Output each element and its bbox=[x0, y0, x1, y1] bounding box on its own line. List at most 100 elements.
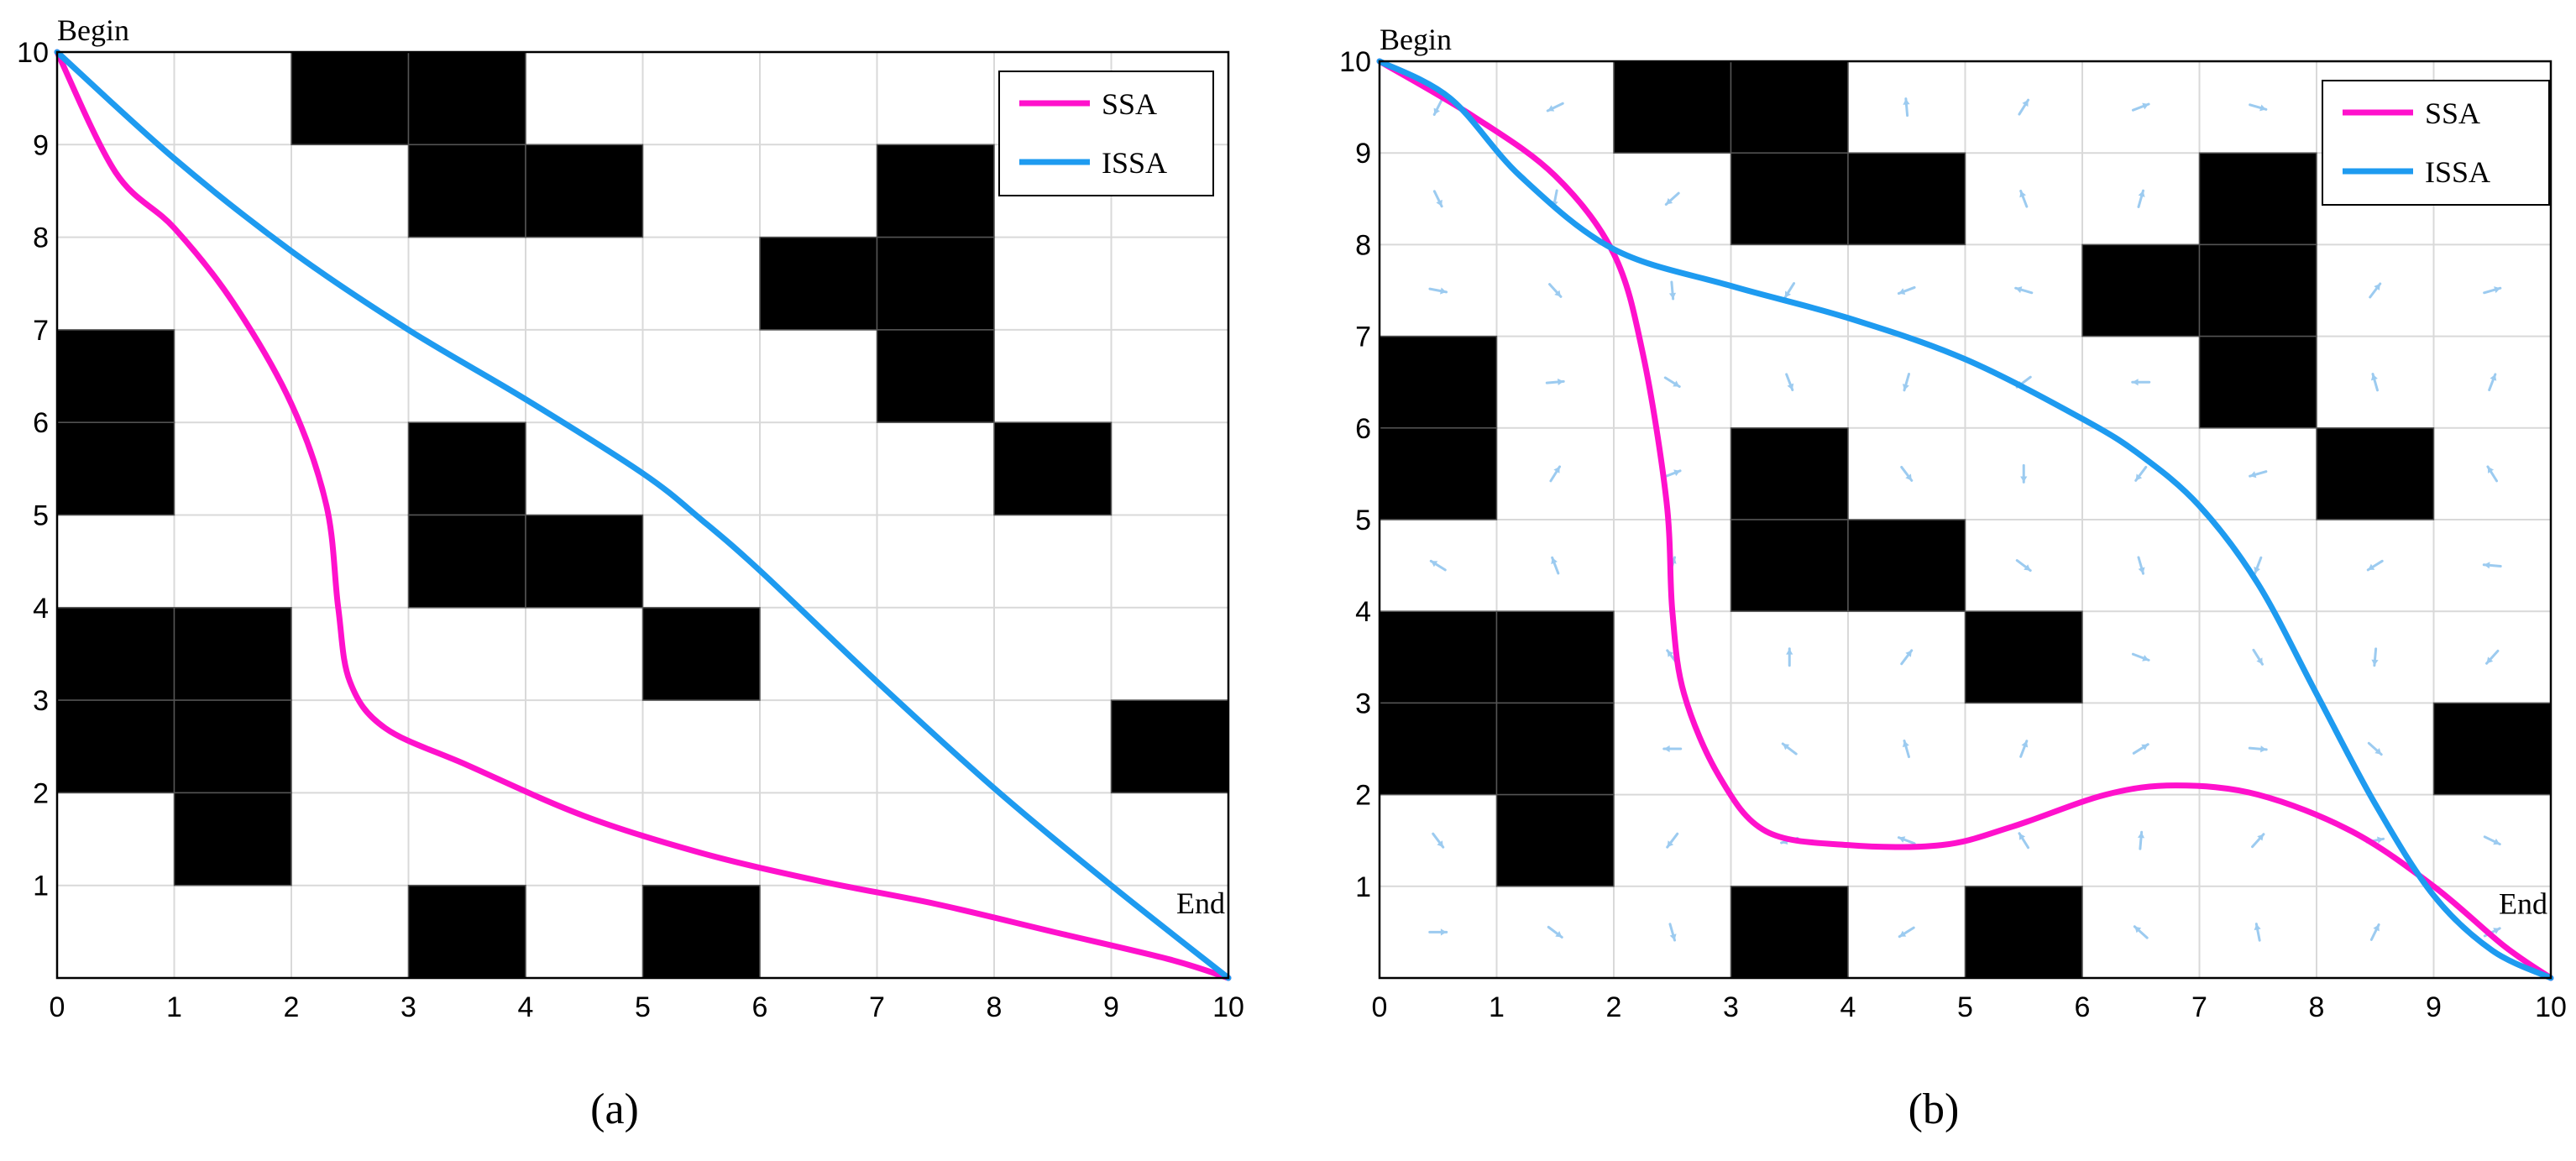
obstacle-cell bbox=[407, 421, 526, 516]
obstacle-cell bbox=[1730, 60, 1849, 154]
obstacle-cell bbox=[525, 144, 644, 238]
obstacle-cell bbox=[2081, 243, 2201, 337]
y-tick-label: 9 bbox=[1355, 138, 1371, 170]
flow-arrow-head bbox=[1433, 107, 1440, 115]
flow-arrow-head bbox=[2137, 832, 2145, 839]
obstacle-cell bbox=[1730, 886, 1849, 979]
flow-arrow-head bbox=[2141, 744, 2149, 750]
legend-label-issa: ISSA bbox=[1102, 146, 1167, 180]
panel-b: 0 1 2 3 4 5 6 7 8 9 10 1 2 3 4 5 6 7 8 9 10 Begin End SSA ISSA (b… bbox=[1339, 23, 2567, 1133]
y-tick-label: 3 bbox=[33, 685, 49, 717]
x-tick-label: 10 bbox=[2535, 991, 2567, 1023]
obstacle-cell bbox=[56, 699, 175, 794]
obstacle-cell bbox=[641, 607, 761, 701]
obstacle-cell bbox=[1730, 519, 1849, 612]
flow-arrow-head bbox=[2018, 833, 2026, 840]
flow-arrow-head bbox=[2024, 564, 2031, 571]
flow-arrow-head bbox=[1551, 557, 1558, 565]
flow-arrow-head bbox=[1431, 561, 1438, 567]
obstacle-cell bbox=[2198, 243, 2317, 337]
flow-arrow-head bbox=[2015, 286, 2023, 294]
flow-arrow-head bbox=[2260, 745, 2267, 753]
flow-arrow-head bbox=[2370, 374, 2378, 381]
flow-arrow-head bbox=[2490, 374, 2497, 381]
panel-label: (b) bbox=[1908, 1085, 1960, 1133]
y-tick-label: 10 bbox=[17, 37, 49, 69]
obstacle-cell bbox=[2316, 427, 2435, 520]
flow-arrow-head bbox=[2132, 379, 2139, 386]
flow-arrow-head bbox=[1787, 383, 1794, 390]
legend-label-ssa: SSA bbox=[2425, 97, 2480, 130]
obstacle-cell bbox=[876, 144, 995, 238]
x-tick-label: 6 bbox=[752, 991, 768, 1023]
x-tick-label: 0 bbox=[50, 991, 65, 1023]
end-annotation: End bbox=[2499, 887, 2547, 921]
flow-arrow-head bbox=[2019, 191, 2026, 198]
flow-arrow-head bbox=[1902, 740, 1909, 748]
flow-arrow-head bbox=[1673, 469, 1681, 477]
flow-arrow-head bbox=[2254, 567, 2260, 573]
obstacle-cell bbox=[407, 884, 526, 979]
flow-arrow-head bbox=[1553, 466, 1560, 473]
legend-label-issa: ISSA bbox=[2425, 155, 2490, 189]
flow-arrow-head bbox=[2256, 657, 2263, 665]
begin-annotation: Begin bbox=[57, 13, 129, 47]
flow-arrow-head bbox=[2138, 191, 2145, 197]
flow-arrow-head bbox=[1547, 105, 1555, 112]
flow-arrow-head bbox=[1663, 745, 1670, 753]
obstacle-cell bbox=[876, 329, 995, 423]
obstacle-cell bbox=[1379, 610, 1498, 704]
y-tick-label: 1 bbox=[33, 871, 49, 902]
flow-arrow-head bbox=[1437, 840, 1443, 848]
begin-annotation: Begin bbox=[1380, 23, 1452, 56]
obstacle-cell bbox=[525, 514, 644, 609]
x-tick-label: 0 bbox=[1372, 991, 1388, 1023]
flow-arrow-head bbox=[2020, 476, 2028, 483]
flow-arrow-head bbox=[2493, 928, 2500, 934]
flow-arrow-head bbox=[2142, 102, 2149, 110]
obstacle-cell bbox=[407, 144, 526, 238]
y-tick-label: 9 bbox=[33, 129, 49, 161]
flow-arrow-head bbox=[1902, 384, 1909, 390]
y-tick-label: 7 bbox=[33, 315, 49, 347]
series-line-issa bbox=[54, 49, 1232, 981]
obstacle-cell bbox=[407, 51, 526, 146]
flow-arrow-head bbox=[1667, 650, 1674, 657]
obstacle-cell bbox=[173, 607, 292, 701]
axes-frame bbox=[1378, 60, 2552, 980]
obstacle-cell bbox=[1495, 702, 1615, 796]
axes-frame bbox=[55, 50, 1230, 980]
obstacle-cell bbox=[993, 421, 1113, 516]
obstacle-cell bbox=[56, 421, 175, 516]
flow-arrow-head bbox=[1784, 290, 1792, 298]
obstacle-cell bbox=[1379, 427, 1498, 520]
flow-arrow-head bbox=[2374, 748, 2382, 755]
flow-arrow-head bbox=[2134, 926, 2142, 934]
flow-arrow-head bbox=[2249, 471, 2257, 479]
flow-arrow-head bbox=[1898, 836, 1906, 843]
obstacle-cell bbox=[1495, 610, 1615, 704]
y-tick-label: 5 bbox=[1355, 505, 1371, 536]
obstacle-cell bbox=[1379, 335, 1498, 429]
obstacle-cell bbox=[2198, 152, 2317, 246]
panel-a: 0 1 2 3 4 5 6 7 8 9 1012345678910BeginEndSSAISSA(a… bbox=[17, 13, 1244, 1133]
y-tick-label: 5 bbox=[33, 500, 49, 532]
obstacle-cell bbox=[56, 607, 175, 701]
panel-label: (a) bbox=[590, 1085, 639, 1133]
x-tick-label: 1 bbox=[1489, 991, 1505, 1023]
y-tick-label: 8 bbox=[33, 222, 49, 254]
flow-arrow-head bbox=[2487, 466, 2495, 473]
flow-arrow-head bbox=[1667, 840, 1674, 848]
y-tick-label: 8 bbox=[1355, 229, 1371, 261]
x-tick-label: 2 bbox=[1606, 991, 1622, 1023]
y-tick-label: 10 bbox=[1339, 46, 1371, 78]
flow-arrow-head bbox=[1666, 197, 1673, 205]
obstacle-cell bbox=[291, 51, 410, 146]
flow-arrow-head bbox=[2494, 286, 2500, 294]
obstacle-cell bbox=[1964, 886, 2083, 979]
x-tick-label: 8 bbox=[987, 991, 1003, 1023]
flow-arrow-head bbox=[2493, 838, 2500, 845]
obstacle-cell bbox=[1730, 152, 1849, 246]
obstacle-cell bbox=[759, 236, 878, 331]
series-line-ssa bbox=[54, 49, 1232, 981]
